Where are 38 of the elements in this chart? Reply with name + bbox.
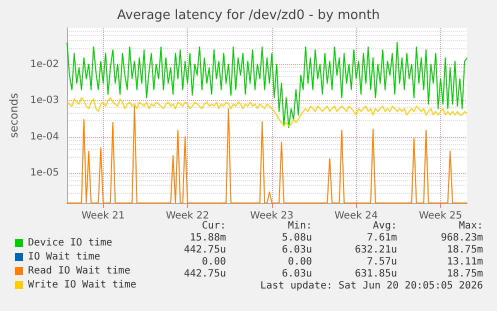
text: 631.85u — [354, 268, 397, 280]
text: Last update: Sat Jun 20 20:05:05 2026 — [260, 280, 483, 292]
text: 7.57u — [366, 256, 397, 268]
line-series — [66, 97, 468, 126]
text: 0.00 — [202, 256, 226, 268]
text: 13.11m — [446, 256, 483, 268]
text: 6.03u — [282, 244, 312, 256]
legend-label: Read IO Wait time — [28, 266, 130, 276]
y-tick-label: 1e-04 — [30, 131, 59, 142]
x-tick-label: Week 23 — [250, 210, 294, 222]
text: Cur: — [202, 220, 226, 232]
chart-title: Average latency for /dev/zd0 - by month — [117, 8, 380, 23]
x-tick-label: Week 21 — [81, 210, 125, 222]
text: 6.03u — [282, 268, 312, 280]
text: 7.61m — [366, 232, 397, 244]
x-tick-label: Week 24 — [334, 210, 378, 222]
legend-label: Device IO time — [28, 238, 112, 248]
text: 18.75m — [446, 268, 483, 280]
text: 18.75m — [446, 244, 483, 256]
text: 442.75u — [184, 268, 226, 280]
text: 0.00 — [288, 256, 312, 268]
text: 15.88m — [190, 232, 226, 244]
text: 5.08u — [282, 232, 312, 244]
text: 632.21u — [354, 244, 397, 256]
x-tick-label: Week 22 — [166, 210, 210, 222]
text: Min: — [288, 220, 312, 232]
text: Avg: — [372, 220, 397, 232]
y-tick-label: 1e-02 — [30, 58, 59, 70]
y-tick-label: 1e-05 — [30, 168, 59, 179]
legend-label: IO Wait time — [28, 252, 100, 262]
x-tick-label: Week 25 — [418, 210, 462, 222]
text: 442.75u — [184, 244, 226, 256]
legend-label: Write IO Wait time — [28, 280, 136, 290]
y-axis-title: seconds — [7, 92, 20, 138]
text: 968.23m — [440, 232, 483, 244]
y-tick-label: 1e-03 — [30, 95, 59, 106]
text: Max: — [458, 220, 483, 232]
line-series — [66, 42, 468, 128]
